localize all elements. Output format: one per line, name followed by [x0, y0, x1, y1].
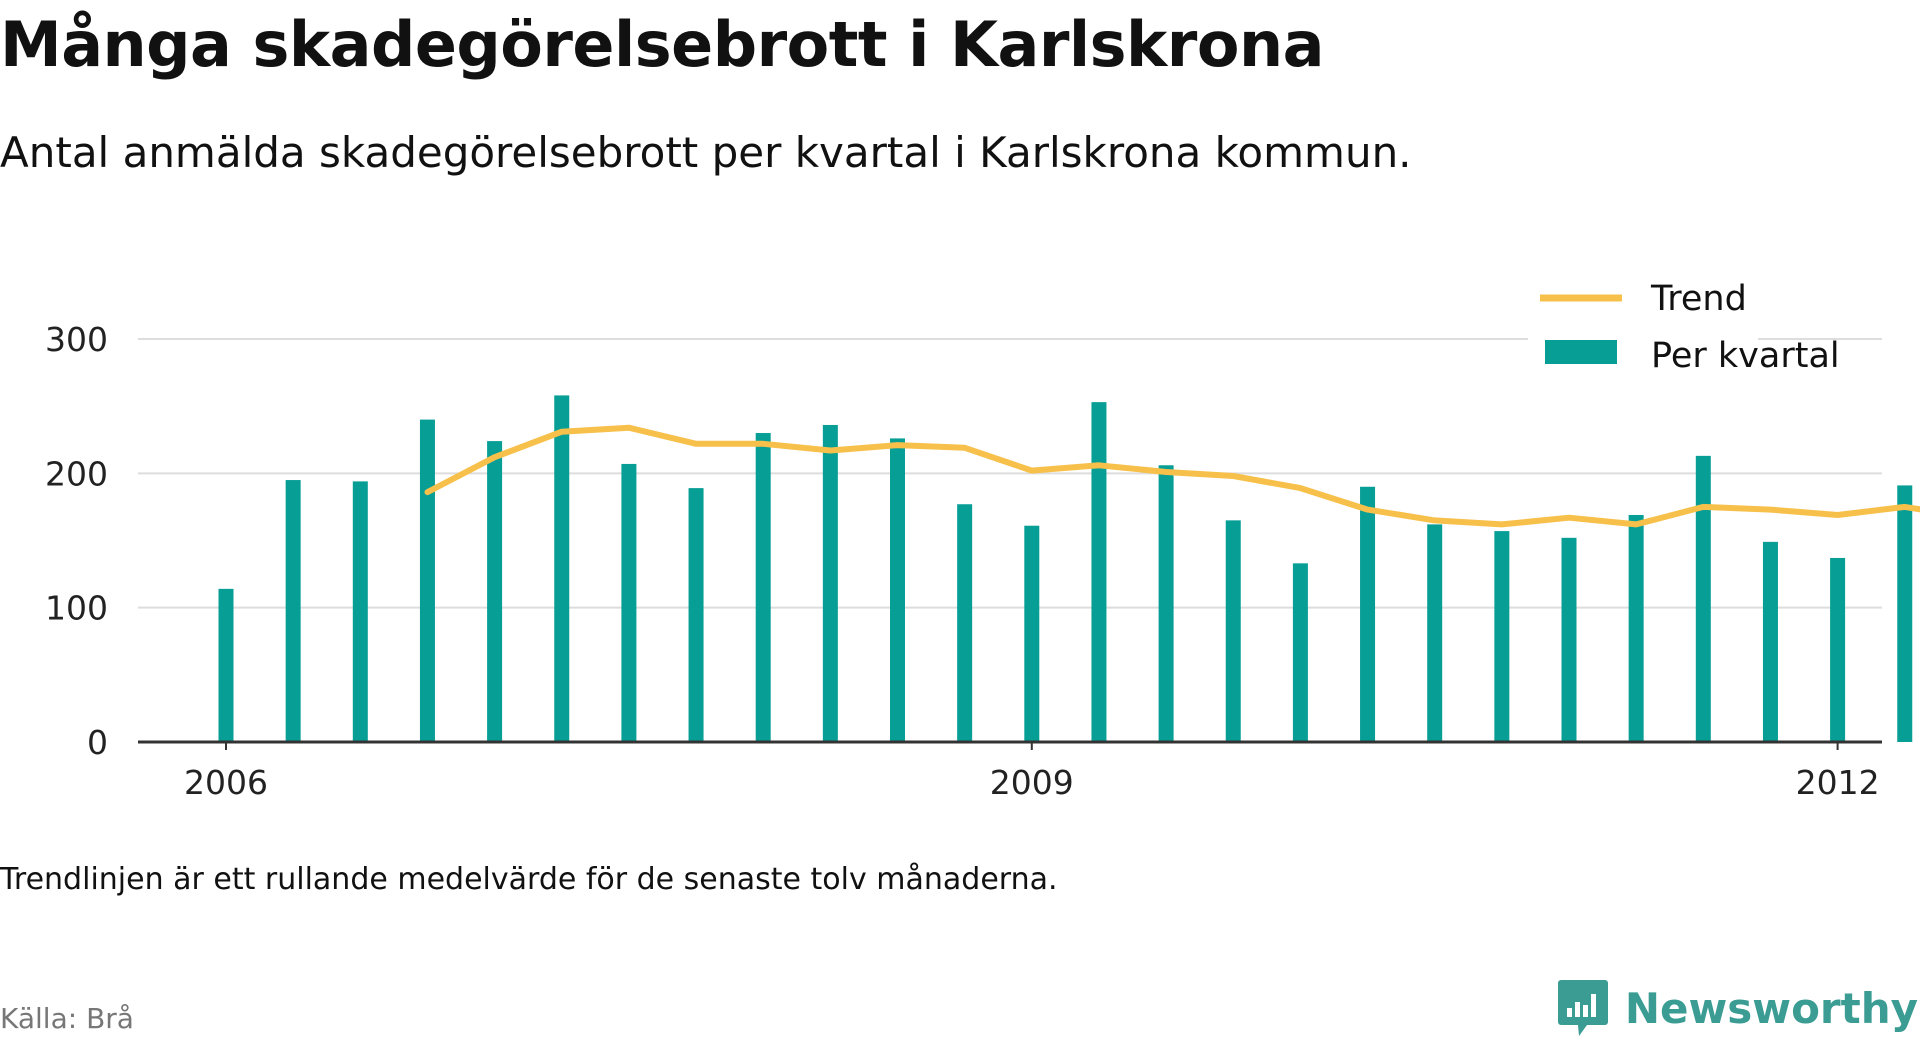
footnote: Trendlinjen är ett rullande medelvärde f… [0, 862, 1058, 897]
chart-title: Många skadegörelsebrott i Karlskrona [0, 8, 1324, 81]
x-tick-label: 2009 [990, 763, 1074, 802]
bar [1628, 514, 1644, 742]
bar [822, 424, 838, 742]
bar [1897, 485, 1913, 742]
bar [1360, 486, 1376, 742]
grid-lines [138, 338, 1882, 609]
bar [1091, 402, 1107, 742]
source-label: Källa: Brå [0, 1002, 134, 1035]
x-tick-labels: 2006200920122015201820212023 [184, 763, 1880, 802]
chart-subtitle: Antal anmälda skadegörelsebrott per kvar… [0, 128, 1412, 177]
legend-trend-label: Trend [1650, 279, 1747, 319]
bar [1427, 524, 1443, 742]
legend-background [1528, 272, 1758, 352]
bar [1762, 541, 1778, 742]
x-tick-label: 2006 [184, 763, 268, 802]
brand-name: Newsworthy [1624, 983, 1918, 1033]
legend-bar-swatch [1545, 340, 1617, 364]
bar [1494, 531, 1510, 742]
bar [621, 463, 637, 742]
x-tick-label: 2012 [1796, 763, 1880, 802]
trend-line [424, 424, 1920, 528]
bar [755, 433, 771, 742]
newsworthy-logo-icon [1557, 980, 1608, 1036]
bar [890, 438, 905, 742]
bar [1158, 465, 1174, 742]
bar [1024, 525, 1040, 742]
legend-bar-label: Per kvartal [1651, 336, 1840, 376]
bar [688, 488, 704, 742]
brand-logo[interactable]: Newsworthy [1557, 978, 1918, 1038]
y-tick-label: 200 [45, 454, 108, 493]
y-tick-label: 0 [87, 723, 108, 762]
legend: Trend Per kvartal [1528, 272, 1840, 376]
bar [352, 481, 368, 742]
bar [554, 395, 570, 742]
bar [1830, 557, 1846, 742]
bar [487, 441, 503, 742]
bar [1225, 520, 1241, 742]
x-axis [138, 740, 1882, 750]
bar [957, 504, 973, 742]
bar [218, 588, 234, 742]
trend-line-group [424, 424, 1920, 528]
bars [218, 395, 1913, 742]
bar [1695, 455, 1711, 742]
bar [419, 419, 435, 742]
y-tick-label: 300 [45, 320, 108, 359]
bar [1561, 537, 1577, 742]
y-tick-label: 100 [45, 589, 108, 628]
bar [285, 480, 301, 742]
y-tick-labels: 0 100 200 300 [45, 320, 108, 762]
bar [1292, 563, 1308, 742]
